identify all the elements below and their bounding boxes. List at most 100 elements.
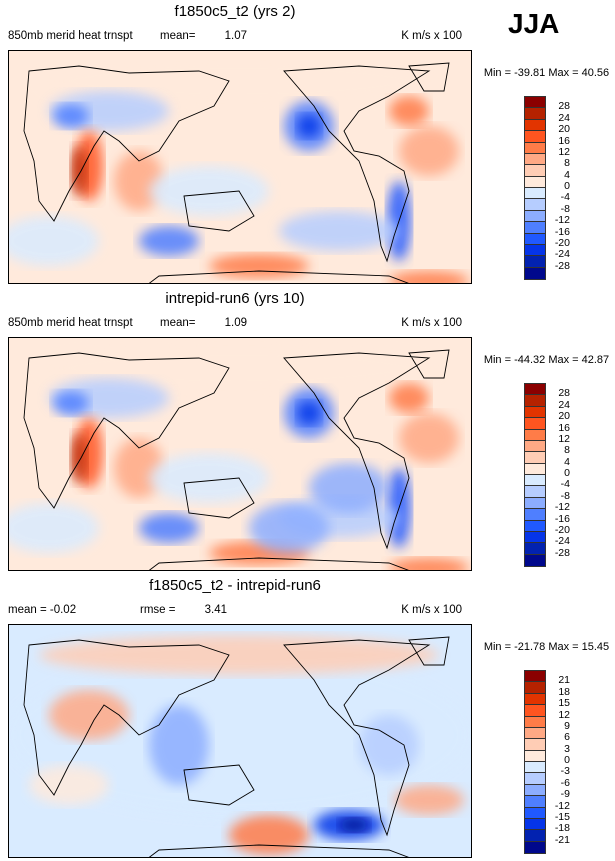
- colorbar-box: [525, 440, 545, 453]
- colorbar-box: [525, 153, 545, 166]
- colorbar-tick-label: 6: [564, 731, 570, 744]
- colorbar-box: [525, 267, 545, 279]
- colorbar-box: [525, 475, 545, 487]
- colorbar-box: [525, 727, 545, 740]
- colorbar-tick-label: -21: [554, 833, 570, 846]
- colorbar-tick-label: -16: [554, 225, 570, 238]
- colorbar-tick-label: -18: [554, 822, 570, 835]
- colorbar-box: [525, 716, 545, 728]
- colorbar-box: [525, 705, 545, 717]
- map-field: [9, 51, 471, 283]
- colorbar-tick-label: 28: [558, 100, 570, 113]
- units-label: K m/s x 100: [401, 30, 462, 42]
- colorbar-tick-label: 24: [558, 398, 570, 411]
- colorbar-box: [525, 693, 545, 706]
- colorbar-box: [525, 233, 545, 245]
- colorbar-tick-label: 18: [558, 685, 570, 698]
- colorbar-tick-label: -24: [554, 248, 570, 261]
- season-label: JJA: [508, 8, 560, 39]
- map-field: [9, 625, 471, 857]
- stat-label: rmse =: [140, 604, 176, 616]
- colorbar-tick-label: -12: [554, 799, 570, 812]
- colorbar-tick-label: 0: [564, 180, 570, 192]
- colorbar-tick-label: -9: [560, 788, 570, 801]
- colorbar-tick-label: -28: [554, 259, 570, 272]
- colorbar-box: [525, 210, 545, 223]
- colorbar-box: [525, 818, 545, 831]
- colorbar-box: [525, 486, 545, 498]
- colorbar: [524, 383, 546, 567]
- colorbar-tick-label: -12: [554, 214, 570, 227]
- colorbar-box: [525, 199, 545, 211]
- colorbar-tick-label: 12: [558, 432, 570, 445]
- min-max-label: Min = -21.78 Max = 15.45: [483, 641, 610, 653]
- min-max-label: Min = -39.81 Max = 40.56: [483, 67, 610, 79]
- colorbar-tick-label: -28: [554, 546, 570, 559]
- units-label: K m/s x 100: [401, 604, 462, 616]
- colorbar-tick-label: 24: [558, 111, 570, 124]
- panel-title: f1850c5_t2 (yrs 2): [174, 3, 296, 20]
- colorbar-tick-label: 20: [558, 410, 570, 423]
- colorbar-box: [525, 784, 545, 797]
- left-label: mean = -0.02: [8, 604, 77, 616]
- colorbar-box: [525, 418, 545, 430]
- colorbar-tick-label: 12: [558, 145, 570, 158]
- stat-value: 1.07: [224, 30, 247, 42]
- colorbar-box: [525, 463, 545, 475]
- panel-title: intrepid-run6 (yrs 10): [165, 290, 305, 307]
- colorbar-tick-label: 0: [564, 754, 570, 766]
- colorbar-tick-label: 16: [558, 134, 570, 147]
- colorbar-box: [525, 520, 545, 532]
- colorbar-box: [525, 531, 545, 544]
- stat-label: mean=: [160, 317, 196, 329]
- colorbar-box: [525, 509, 545, 521]
- colorbar-tick-label: -15: [554, 810, 570, 823]
- stat-value: 3.41: [204, 604, 227, 616]
- colorbar-box: [525, 429, 545, 441]
- colorbar-tick-label: -24: [554, 535, 570, 548]
- colorbar: [524, 96, 546, 280]
- colorbar-tick-label: 8: [564, 444, 570, 457]
- colorbar-box: [525, 807, 545, 819]
- colorbar-tick-label: -12: [554, 501, 570, 514]
- left-label: 850mb merid heat trnspt: [8, 317, 133, 329]
- colorbar-tick-label: 12: [558, 708, 570, 721]
- colorbar-box: [525, 176, 545, 188]
- contour-map: [8, 624, 472, 858]
- contour-map: [8, 337, 472, 571]
- colorbar-box: [525, 165, 545, 177]
- colorbar-box: [525, 188, 545, 200]
- colorbar-tick-label: 0: [564, 467, 570, 479]
- colorbar-box: [525, 108, 545, 120]
- colorbar-box: [525, 119, 545, 132]
- colorbar-tick-label: 16: [558, 421, 570, 434]
- colorbar-box: [525, 682, 545, 694]
- stat-label: mean=: [160, 30, 196, 42]
- colorbar-box: [525, 222, 545, 234]
- colorbar-tick-label: -20: [554, 523, 570, 536]
- colorbar-box: [525, 497, 545, 510]
- colorbar-box: [525, 739, 545, 751]
- colorbar-box: [525, 395, 545, 407]
- colorbar-box: [525, 131, 545, 143]
- colorbar-box: [525, 256, 545, 268]
- colorbar-box: [525, 97, 545, 109]
- colorbar-tick-label: 20: [558, 123, 570, 136]
- colorbar-box: [525, 750, 545, 762]
- panel-title: f1850c5_t2 - intrepid-run6: [149, 577, 321, 594]
- colorbar-tick-label: 9: [564, 719, 570, 732]
- colorbar-box: [525, 543, 545, 555]
- colorbar-tick-label: 15: [558, 697, 570, 710]
- colorbar-tick-label: 28: [558, 387, 570, 400]
- min-max-label: Min = -44.32 Max = 42.87: [483, 354, 610, 366]
- stat-value: 1.09: [224, 317, 247, 329]
- colorbar-box: [525, 384, 545, 396]
- left-label: 850mb merid heat trnspt: [8, 30, 133, 42]
- colorbar-tick-label: -8: [560, 202, 570, 215]
- colorbar-tick-label: 21: [558, 674, 570, 687]
- contour-map: [8, 50, 472, 284]
- colorbar-box: [525, 671, 545, 683]
- colorbar-box: [525, 244, 545, 257]
- colorbar-tick-label: -6: [560, 776, 570, 789]
- colorbar-box: [525, 406, 545, 419]
